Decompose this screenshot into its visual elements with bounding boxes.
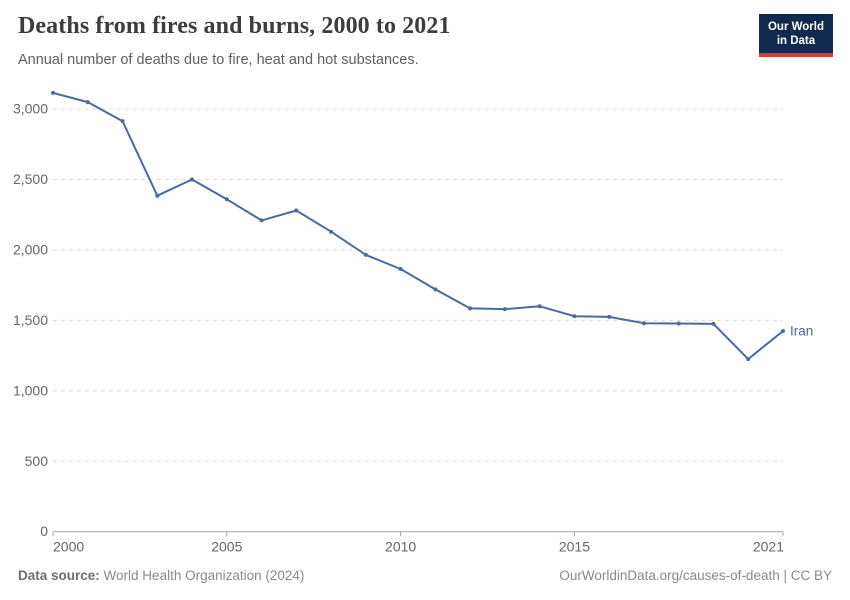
series-line[interactable]: [52, 91, 784, 361]
data-point[interactable]: [607, 314, 612, 319]
data-point[interactable]: [155, 193, 160, 198]
data-source: Data source: World Health Organization (…: [18, 568, 304, 583]
y-tick-label: 1,500: [13, 312, 48, 328]
data-point[interactable]: [398, 267, 403, 271]
chart-footer: Data source: World Health Organization (…: [18, 568, 832, 583]
owid-logo-line1: Our World: [767, 21, 824, 33]
data-source-label: Data source:: [18, 568, 100, 583]
data-point[interactable]: [781, 329, 785, 333]
chart-title: Deaths from fires and burns, 2000 to 202…: [18, 13, 451, 39]
x-tick-label: 2005: [211, 539, 242, 555]
y-tick-label: 2,000: [13, 241, 48, 257]
data-point[interactable]: [190, 177, 194, 182]
x-tick-label: 2015: [559, 539, 590, 555]
owid-logo[interactable]: Our World in Data: [758, 14, 833, 57]
line-chart-canvas[interactable]: 0 500 1,000 1,500 2,000 2,500 3,000 2000 2005 201…: [0, 0, 850, 560]
data-point[interactable]: [572, 314, 577, 319]
footer-license: | CC BY: [779, 568, 832, 583]
data-point[interactable]: [85, 100, 90, 105]
owid-logo-line2: in Data: [776, 35, 816, 48]
data-source-value: World Health Organization (2024): [103, 568, 305, 583]
data-point[interactable]: [259, 218, 264, 223]
data-point[interactable]: [676, 321, 681, 326]
x-tick-label: 2010: [385, 539, 416, 555]
y-tick-label: 0: [40, 523, 48, 539]
y-tick-label: 1,000: [13, 382, 48, 398]
data-point[interactable]: [51, 90, 55, 95]
data-point[interactable]: [120, 119, 125, 124]
y-tick-label: 500: [25, 453, 49, 469]
y-tick-label: 2,500: [13, 171, 48, 187]
data-point[interactable]: [433, 287, 438, 292]
data-point[interactable]: [294, 208, 299, 213]
data-point[interactable]: [468, 306, 473, 311]
y-tick-label: 3,000: [13, 101, 48, 117]
chart-subtitle: Annual number of deaths due to fire, hea…: [18, 52, 419, 68]
data-point[interactable]: [224, 197, 229, 202]
footer-credit: OurWorldinData.org/causes-of-death | CC …: [559, 568, 832, 583]
data-point[interactable]: [746, 357, 751, 362]
x-tick-label: 2000: [53, 539, 84, 555]
data-point[interactable]: [711, 321, 716, 326]
data-point[interactable]: [502, 307, 507, 312]
data-point[interactable]: [642, 321, 646, 326]
series-end-label[interactable]: Iran: [790, 323, 813, 338]
data-point[interactable]: [329, 229, 334, 234]
x-tick-label: 2021: [753, 539, 784, 555]
data-point[interactable]: [537, 304, 542, 309]
footer-link[interactable]: OurWorldinData.org/causes-of-death: [559, 568, 780, 583]
data-point[interactable]: [363, 252, 368, 257]
